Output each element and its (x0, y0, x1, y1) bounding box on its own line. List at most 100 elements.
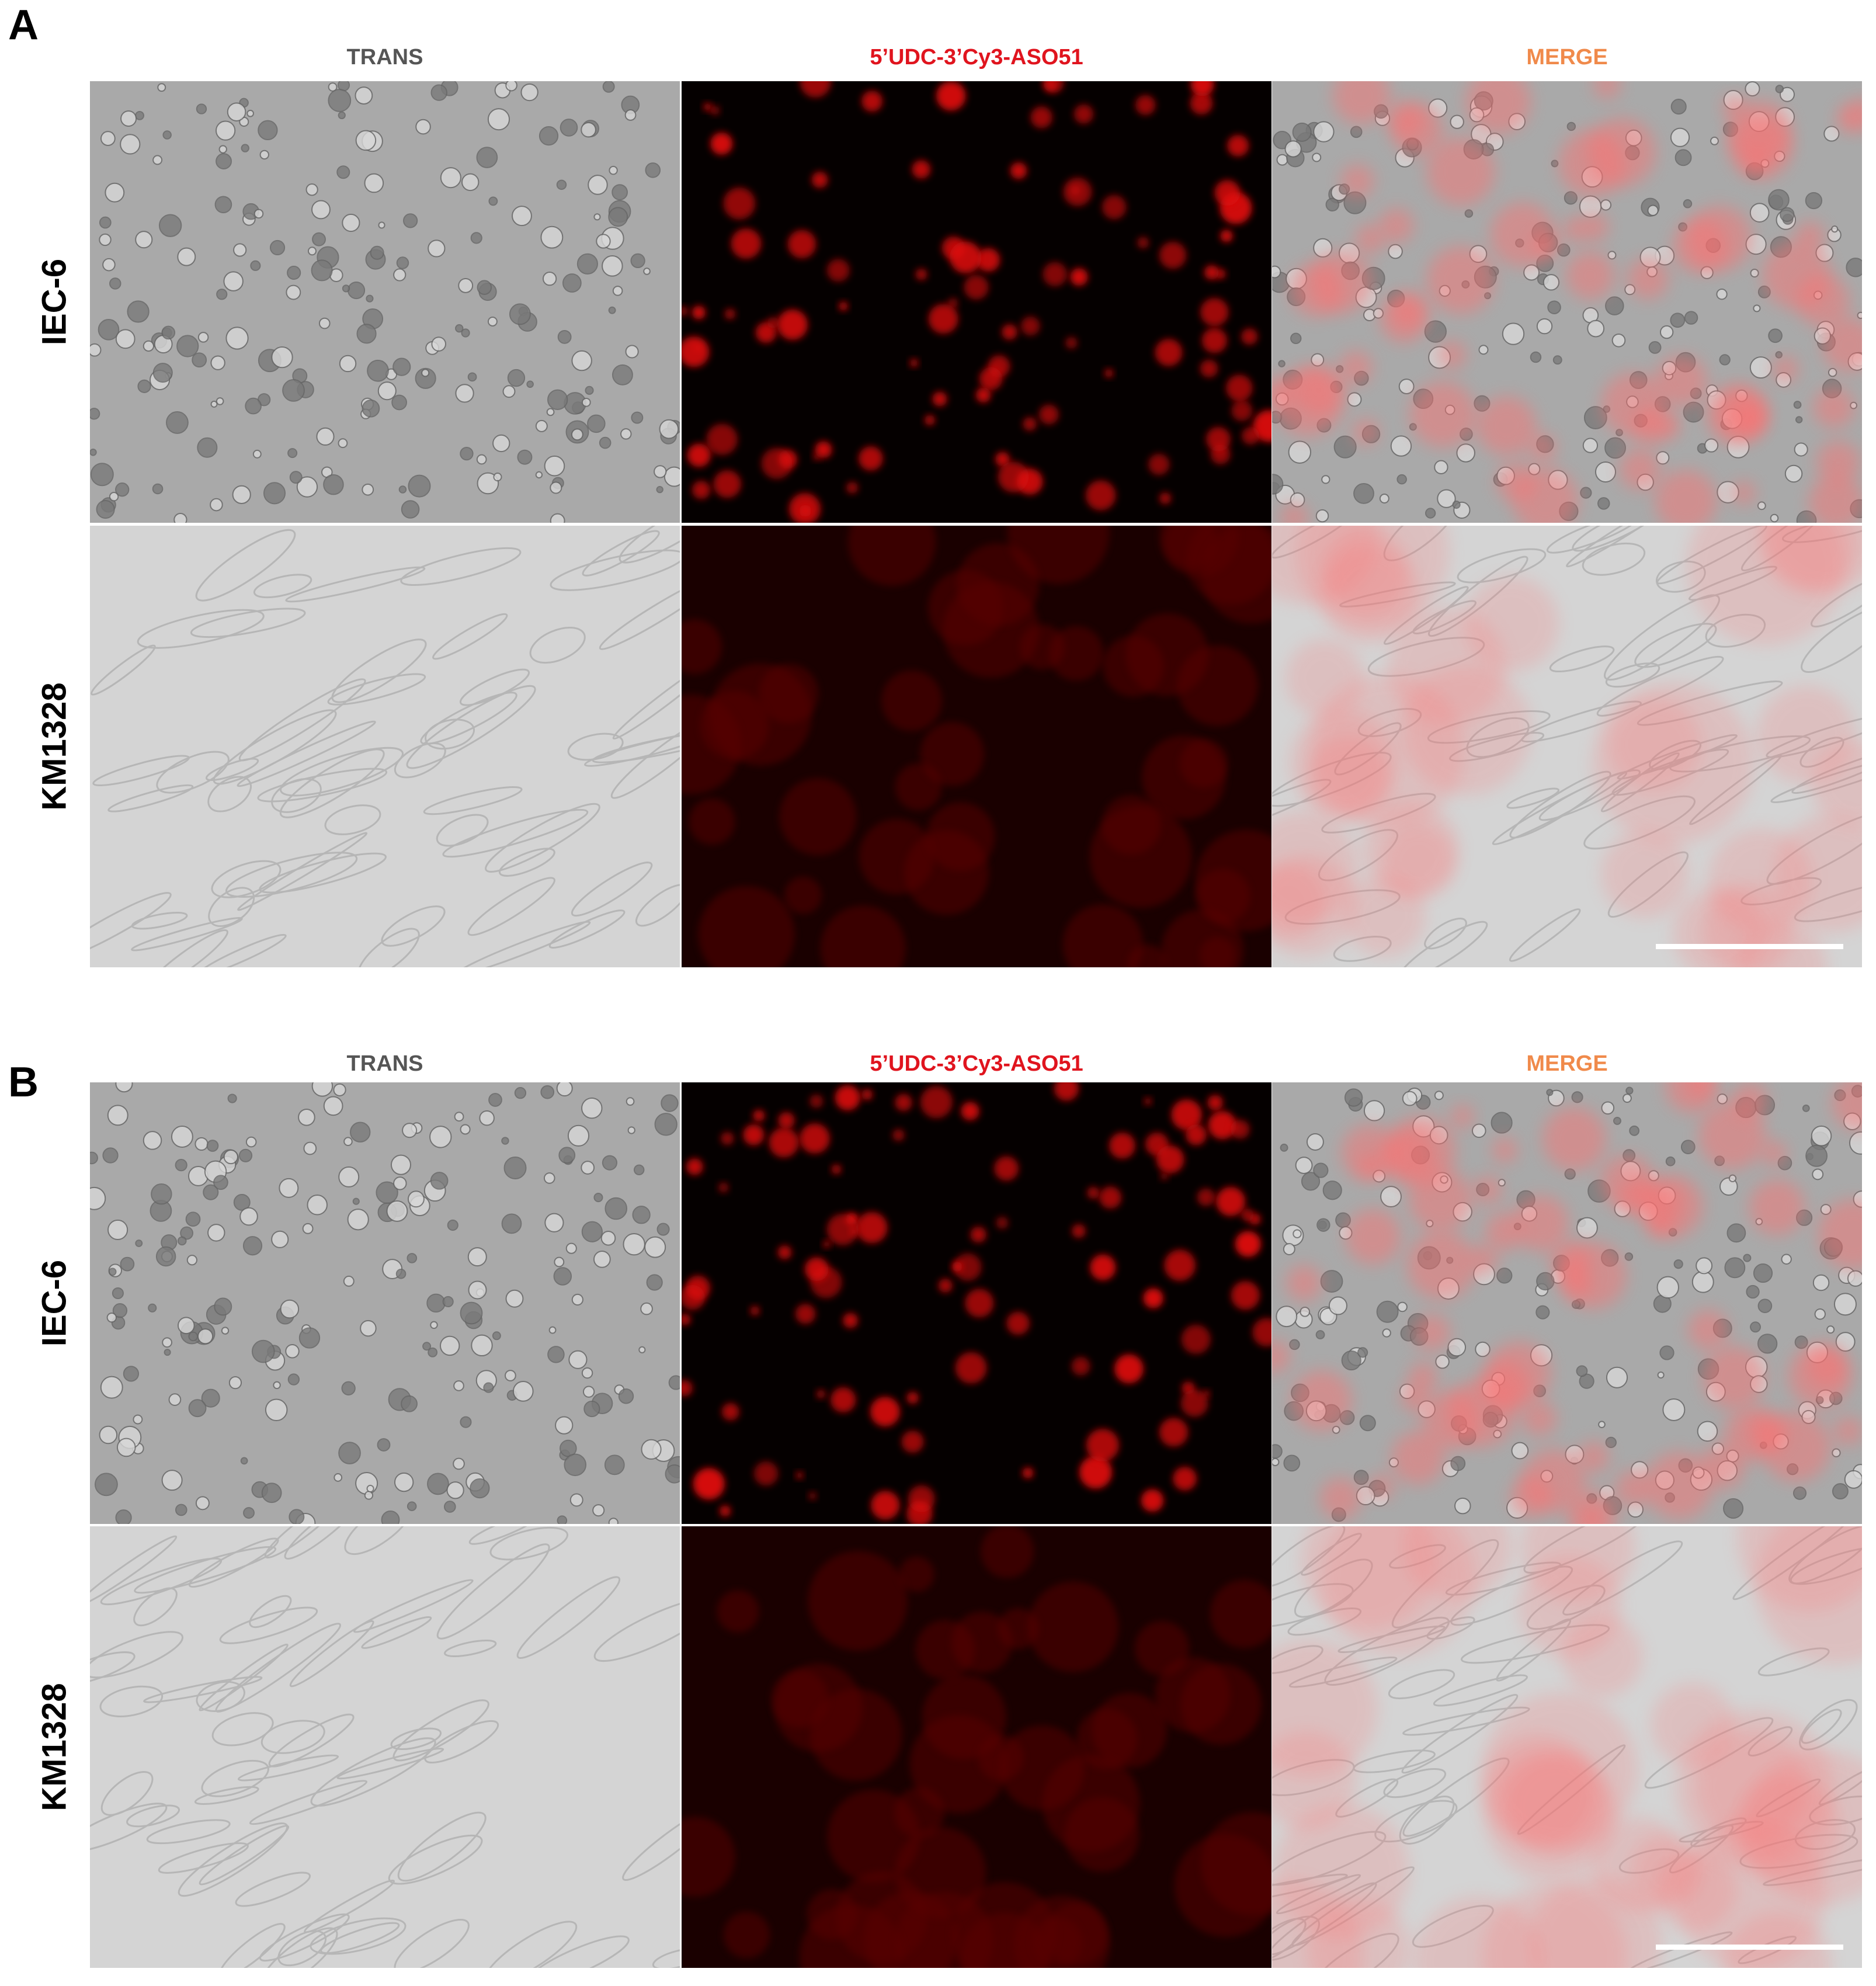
cell (1447, 1338, 1467, 1357)
fluorescent-spot (1241, 1208, 1254, 1221)
fluorescent-spot (743, 1124, 765, 1145)
cell (233, 243, 247, 257)
overlay-spot (1339, 350, 1373, 385)
cell (1379, 494, 1389, 504)
overlay-spot (1703, 884, 1794, 967)
cell (216, 289, 228, 300)
cell (442, 1296, 454, 1307)
cell (1549, 645, 1615, 673)
fluorescent-spot (778, 1112, 795, 1129)
cell (1745, 81, 1760, 97)
cell (235, 1872, 311, 1907)
cell (1509, 908, 1581, 962)
fluorescent-spot (920, 1086, 953, 1119)
cell (352, 1197, 360, 1205)
overlay-spot (1811, 741, 1862, 827)
cell (543, 1172, 555, 1184)
cell (429, 1126, 452, 1148)
cell (401, 500, 420, 519)
cell (201, 1759, 269, 1797)
cell (631, 411, 644, 424)
overlay-spot (1437, 340, 1467, 370)
overlay-spot (1762, 1141, 1787, 1166)
fluorescent-spot (1252, 1318, 1271, 1347)
fluorescent-spot (1027, 1581, 1119, 1672)
fluorescent-spot (895, 1827, 986, 1918)
cell (455, 324, 464, 333)
overlay-spot (1581, 213, 1609, 241)
cell (1456, 443, 1475, 463)
cell (360, 1320, 377, 1337)
image-background (90, 1526, 680, 1968)
overlay-spot (1285, 639, 1364, 718)
cell (654, 465, 667, 478)
cell (554, 1256, 565, 1268)
cell (1784, 464, 1803, 483)
cell (135, 110, 144, 120)
cell (1502, 322, 1525, 345)
cell (146, 1819, 231, 1845)
cell (364, 173, 384, 193)
cell (645, 162, 661, 178)
cell (576, 253, 598, 275)
cell (608, 306, 616, 314)
cell (107, 784, 194, 813)
overlay-spot (1816, 440, 1860, 484)
cell (505, 1370, 516, 1381)
cell (316, 427, 335, 446)
fluorescent-spot (1010, 162, 1027, 179)
cell (1648, 341, 1662, 354)
fluorescent-spot (847, 526, 936, 586)
overlay-spot (1340, 164, 1374, 198)
overlay-spot (1301, 1526, 1437, 1630)
cell (100, 131, 116, 146)
fluorescent-spot (1043, 81, 1064, 93)
cell (625, 345, 639, 359)
cell (468, 1526, 540, 1545)
fluorescent-spot (1134, 1621, 1190, 1676)
cell (1363, 1100, 1385, 1122)
micrograph (90, 526, 680, 967)
cell (237, 1754, 339, 1782)
cell (1775, 351, 1783, 359)
cell (287, 265, 301, 280)
cell (1613, 1116, 1621, 1125)
fluorescent-spot (804, 1257, 829, 1282)
cell (436, 814, 489, 847)
cell (98, 319, 120, 341)
overlay-spot (1421, 1390, 1481, 1449)
overlay-spot (1749, 1179, 1805, 1235)
cell (355, 130, 377, 151)
cell (1598, 1421, 1606, 1429)
cell (90, 343, 102, 357)
cell (263, 482, 286, 505)
overlay-spot (1280, 503, 1309, 523)
cell (516, 1576, 621, 1659)
cell (444, 1640, 497, 1658)
cell (378, 221, 385, 229)
fluorescent-spot (870, 1397, 900, 1427)
cell (298, 1327, 321, 1349)
cell (261, 1482, 282, 1504)
fluorescent-spot (1085, 480, 1116, 511)
fluorescent-spot (750, 1306, 760, 1315)
cell (393, 268, 407, 282)
cell (245, 1136, 257, 1148)
cell (1697, 1421, 1718, 1442)
cell (390, 1727, 442, 1751)
cell (162, 130, 172, 140)
cell (133, 1587, 178, 1627)
cell (442, 808, 589, 858)
fluorescent-spot (1021, 316, 1040, 336)
cell (1792, 1486, 1807, 1500)
cell (1311, 353, 1325, 367)
cell (328, 82, 338, 92)
overlay-spot (1469, 1245, 1498, 1275)
cell (1604, 437, 1626, 459)
cell (310, 1737, 436, 1807)
cell (548, 1326, 557, 1334)
fluorescent-spot (1023, 417, 1037, 431)
cell (355, 1471, 378, 1495)
fluorescent-spot (975, 387, 991, 403)
cell (1606, 1366, 1628, 1388)
